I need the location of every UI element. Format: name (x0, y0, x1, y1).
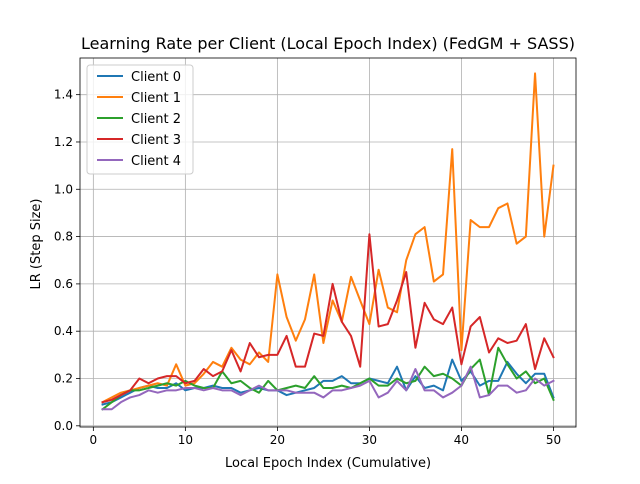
x-tick-label: 10 (178, 433, 193, 447)
x-tick-label: 50 (546, 433, 561, 447)
legend-label: Client 2 (131, 112, 181, 127)
series-line-client-4 (101, 365, 555, 411)
legend-label: Client 3 (131, 133, 181, 148)
legend: Client 0 Client 1 Client 2 Client 3 Client 4 (86, 64, 194, 175)
x-tick-label: 40 (454, 433, 469, 447)
legend-box (86, 64, 194, 175)
axes-frame (79, 57, 577, 428)
x-tick-label: 20 (270, 433, 285, 447)
x-tick-label: 30 (362, 433, 377, 447)
legend-label: Client 4 (131, 154, 181, 169)
x-axis-label: Local Epoch Index (Cumulative) (225, 456, 431, 471)
y-axis-label: LR (Step Size) (29, 199, 44, 290)
plot-area: 0 10 20 30 40 50 0.0 0.2 0.4 0.6 0.8 1.0 1.2 1.4 (54, 57, 577, 447)
y-tick-label: 0.0 (54, 419, 73, 433)
y-tick-label: 0.2 (54, 372, 73, 386)
y-tick-label: 1.2 (54, 135, 73, 149)
series-line-client-3 (101, 233, 555, 404)
y-tick-label: 0.4 (54, 324, 73, 338)
series-line-client-2 (101, 346, 555, 411)
chart-title: Learning Rate per Client (Local Epoch In… (81, 34, 575, 53)
y-tick-label: 1.0 (54, 182, 73, 196)
y-tick-label: 0.6 (54, 277, 73, 291)
legend-label: Client 1 (131, 91, 181, 106)
y-tick-label: 1.4 (54, 88, 73, 102)
series-line-client-1 (101, 72, 555, 404)
legend-label: Client 0 (131, 70, 181, 85)
y-tick-label: 0.8 (54, 230, 73, 244)
x-tick-label: 0 (90, 433, 98, 447)
